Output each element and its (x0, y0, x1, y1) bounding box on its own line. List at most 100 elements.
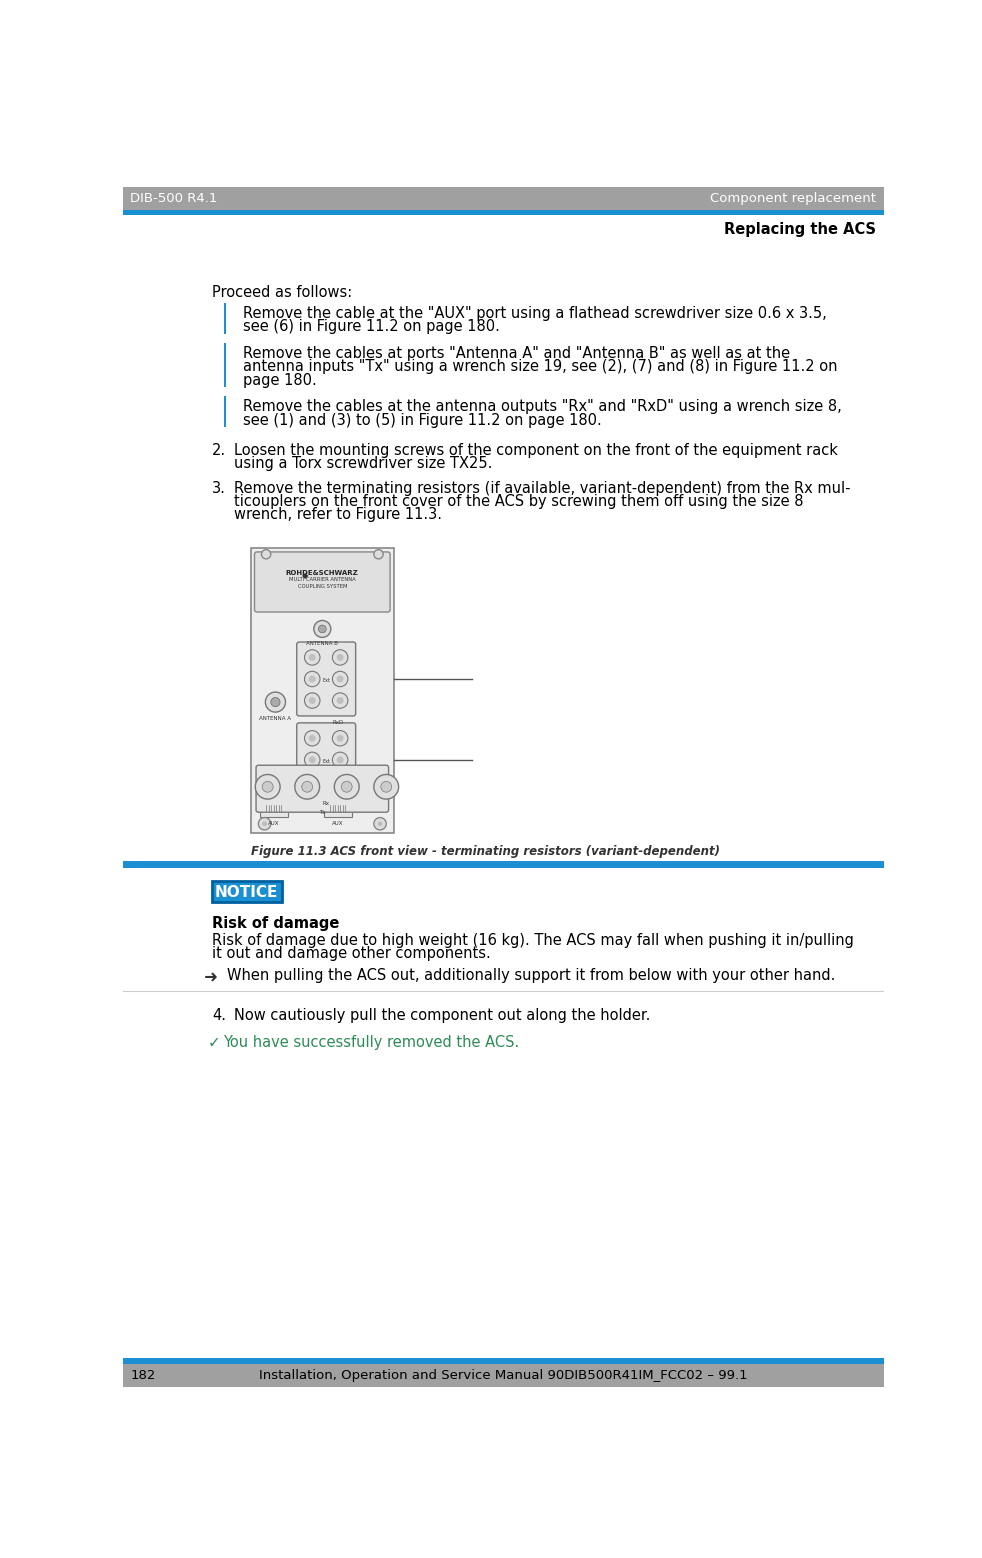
Text: Risk of damage due to high weight (16 kg). The ACS may fall when pushing it in/p: Risk of damage due to high weight (16 kg… (212, 933, 853, 949)
FancyBboxPatch shape (256, 765, 389, 812)
Text: ◆: ◆ (302, 572, 308, 580)
Circle shape (332, 650, 348, 665)
Text: Loosen the mounting screws of the component on the front of the equipment rack: Loosen the mounting screws of the compon… (234, 442, 838, 458)
Text: 3.: 3. (212, 481, 226, 495)
FancyBboxPatch shape (297, 642, 355, 717)
Text: MULTI CARRIER ANTENNA: MULTI CARRIER ANTENNA (289, 578, 355, 583)
FancyBboxPatch shape (254, 552, 390, 612)
Circle shape (295, 774, 319, 799)
Text: NOTICE: NOTICE (215, 885, 279, 899)
Text: wrench, refer to Figure 11.3.: wrench, refer to Figure 11.3. (234, 508, 442, 522)
Bar (123, 210, 884, 215)
Circle shape (308, 654, 316, 661)
FancyBboxPatch shape (324, 799, 352, 816)
Circle shape (301, 782, 312, 791)
Circle shape (314, 620, 331, 637)
FancyBboxPatch shape (260, 799, 288, 816)
Circle shape (332, 753, 348, 768)
Circle shape (332, 774, 348, 788)
Bar (224, 304, 226, 333)
Circle shape (285, 805, 291, 812)
Bar (123, 862, 884, 868)
Text: Remove the cable at the "AUX" port using a flathead screwdriver size 0.6 x 3.5,: Remove the cable at the "AUX" port using… (243, 307, 827, 321)
Text: see (1) and (3) to (5) in Figure 11.2 on page 180.: see (1) and (3) to (5) in Figure 11.2 on… (243, 413, 602, 427)
Circle shape (318, 625, 326, 633)
Text: ANTENNA B: ANTENNA B (306, 642, 338, 647)
Circle shape (321, 805, 327, 812)
Text: it out and damage other components.: it out and damage other components. (212, 946, 491, 961)
Text: Remove the cables at the antenna outputs "Rx" and "RxD" using a wrench size 8,: Remove the cables at the antenna outputs… (243, 399, 842, 414)
Text: Remove the cables at ports "Antenna A" and "Antenna B" as well as at the: Remove the cables at ports "Antenna A" a… (243, 346, 790, 361)
Text: Rx: Rx (323, 801, 330, 805)
Circle shape (332, 671, 348, 687)
Circle shape (304, 693, 320, 709)
Text: ANTENNA A: ANTENNA A (259, 717, 292, 721)
Circle shape (308, 777, 316, 785)
Text: When pulling the ACS out, additionally support it from below with your other han: When pulling the ACS out, additionally s… (228, 968, 836, 983)
Text: ➜: ➜ (204, 968, 218, 986)
Text: You have successfully removed the ACS.: You have successfully removed the ACS. (224, 1035, 519, 1050)
Circle shape (308, 696, 316, 704)
Circle shape (337, 756, 344, 763)
Circle shape (337, 777, 344, 785)
Circle shape (304, 650, 320, 665)
Circle shape (261, 550, 271, 559)
Text: Ext: Ext (322, 759, 330, 763)
Text: AUX: AUX (268, 821, 280, 826)
Text: RxD: RxD (332, 720, 344, 724)
Bar (123, 1363, 884, 1387)
Circle shape (348, 726, 352, 729)
Circle shape (374, 774, 399, 799)
Bar (224, 343, 226, 386)
Text: AUX: AUX (332, 821, 344, 826)
Circle shape (378, 821, 382, 826)
Text: Now cautiously pull the component out along the holder.: Now cautiously pull the component out al… (234, 1008, 650, 1022)
Circle shape (337, 735, 344, 742)
Text: Proceed as follows:: Proceed as follows: (212, 285, 353, 299)
Text: page 180.: page 180. (243, 372, 316, 388)
Circle shape (257, 805, 262, 812)
Circle shape (337, 696, 344, 704)
Text: see (6) in Figure 11.2 on page 180.: see (6) in Figure 11.2 on page 180. (243, 319, 500, 335)
FancyBboxPatch shape (297, 723, 355, 796)
Circle shape (304, 731, 320, 746)
Circle shape (304, 774, 320, 788)
Text: ticouplers on the front cover of the ACS by screwing them off using the size 8: ticouplers on the front cover of the ACS… (234, 494, 803, 509)
Text: COUPLING SYSTEM: COUPLING SYSTEM (298, 584, 347, 589)
Text: Remove the terminating resistors (if available, variant-dependent) from the Rx m: Remove the terminating resistors (if ava… (234, 481, 850, 495)
Text: Risk of damage: Risk of damage (212, 916, 339, 932)
Text: DIB-500 R4.1: DIB-500 R4.1 (131, 192, 218, 206)
Circle shape (337, 676, 344, 682)
Circle shape (334, 774, 359, 799)
Circle shape (332, 693, 348, 709)
Circle shape (308, 735, 316, 742)
Text: 4.: 4. (212, 1008, 226, 1022)
Circle shape (342, 782, 353, 791)
Circle shape (304, 753, 320, 768)
Circle shape (304, 671, 320, 687)
Bar (123, 187, 884, 210)
Circle shape (349, 805, 355, 812)
Text: ✓: ✓ (208, 1035, 221, 1050)
Text: Tx: Tx (319, 810, 326, 815)
Circle shape (262, 782, 273, 791)
Circle shape (258, 818, 271, 830)
Text: using a Torx screwdriver size TX25.: using a Torx screwdriver size TX25. (234, 455, 492, 471)
Circle shape (262, 821, 267, 826)
Circle shape (337, 654, 344, 661)
Circle shape (332, 731, 348, 746)
Circle shape (346, 723, 354, 731)
Text: Figure 11.3 ACS front view - terminating resistors (variant-dependent): Figure 11.3 ACS front view - terminating… (250, 844, 720, 857)
Bar (123, 1359, 884, 1363)
Circle shape (255, 774, 280, 799)
Circle shape (308, 756, 316, 763)
Circle shape (374, 818, 386, 830)
Bar (224, 396, 226, 427)
Text: 182: 182 (131, 1369, 156, 1382)
FancyBboxPatch shape (212, 880, 282, 902)
Circle shape (374, 550, 383, 559)
Text: Installation, Operation and Service Manual 90DIB500R41IM_FCC02 – 99.1: Installation, Operation and Service Manu… (259, 1369, 747, 1382)
Text: Component replacement: Component replacement (710, 192, 876, 206)
Text: Replacing the ACS: Replacing the ACS (724, 221, 876, 237)
Circle shape (308, 676, 316, 682)
